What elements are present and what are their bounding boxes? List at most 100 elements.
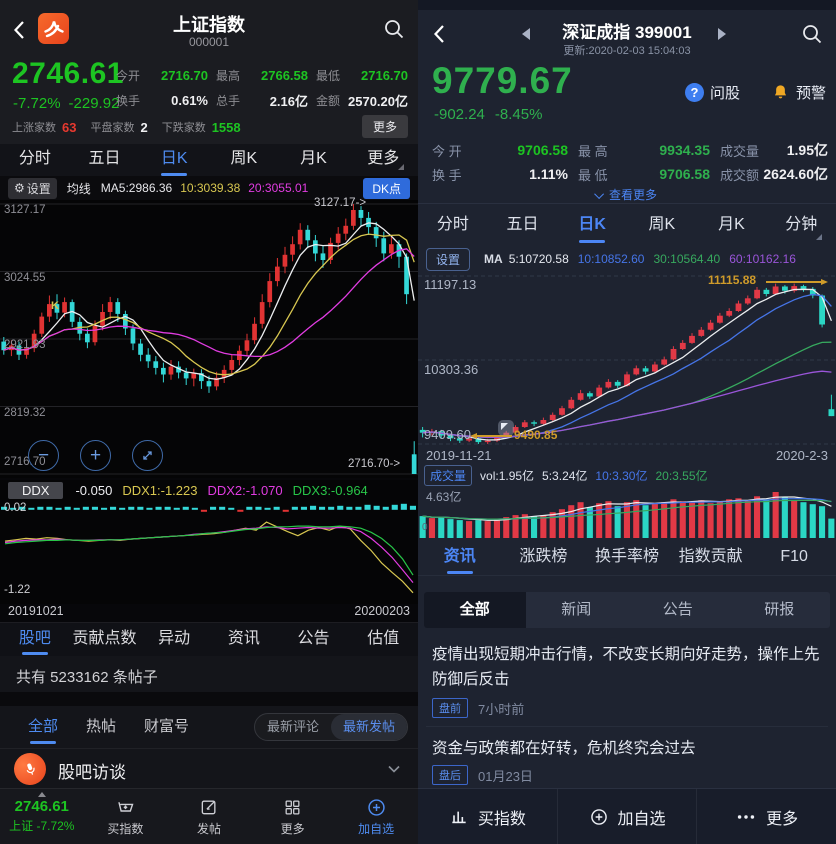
up-count-label: 上涨家数 [12, 122, 56, 134]
candlestick-chart[interactable]: 3127.17 3024.55 2921.93 2819.32 2716.70 … [0, 197, 418, 478]
settings-button[interactable]: 设置 [426, 247, 471, 271]
news-item-meta: 盘后 01月23日 [432, 765, 533, 785]
nav-more[interactable]: 更多 [696, 789, 836, 844]
ma-label: 均线 [66, 181, 91, 196]
tab-announcement[interactable]: 公告 [297, 630, 330, 647]
tab-more-periods[interactable]: 更多 [348, 144, 418, 176]
seg-research[interactable]: 研报 [764, 601, 795, 618]
tab-f10[interactable]: F10 [780, 548, 808, 565]
ddx-selector-button[interactable]: DDX [8, 481, 64, 499]
tab-weekly-k[interactable]: 周K [230, 150, 258, 167]
guba-interview-row[interactable]: 股吧访谈 [0, 748, 418, 790]
filter-hot[interactable]: 热帖 [86, 718, 117, 735]
tab-weekly-k[interactable]: 周K [648, 216, 676, 233]
microphone-icon [9, 748, 51, 790]
more-stats-button[interactable]: 更多 [361, 115, 408, 138]
panel-shanghai-index: 上证指数 000001 2746.61 -7.72% -229.92 今开 2716… [0, 0, 418, 844]
news-item-title[interactable]: 疫情出现短期冲击行情，不改变长期向好走势，操作上先防御后反击 [432, 646, 820, 688]
sort-latest-post[interactable]: 最新发帖 [330, 714, 407, 740]
ddx-indicator-bar: DDX -0.050 DDX1:-1.223 DDX2:-1.070 DDX3:… [0, 480, 418, 500]
stat-high: 最 高 9934.35 [578, 142, 710, 159]
back-icon[interactable] [8, 18, 32, 42]
peak-annotation: 11115.88 [708, 273, 757, 287]
eastmoney-logo-icon[interactable] [38, 13, 69, 44]
ddx1-value: DDX1:-1.223 [122, 482, 198, 498]
tab-gainers-losers[interactable]: 涨跌榜 [519, 548, 568, 565]
history-drag-icon[interactable] [498, 420, 514, 436]
ddx3-value: DDX3:-0.964 [292, 482, 368, 498]
nav-index-quote[interactable]: 2746.61 上证 -7.72% [0, 789, 84, 844]
y-axis-label: 11197.13 [424, 277, 477, 292]
ma5-value: MA5:2986.36 [100, 181, 173, 195]
candlestick-chart[interactable]: 11197.13 10303.36 9409.60 11115.88 9490.… [418, 272, 836, 448]
nav-buy-index[interactable]: 买指数 [418, 789, 557, 844]
tab-minute[interactable]: 分钟 [766, 206, 836, 246]
seg-announcement[interactable]: 公告 [662, 601, 693, 618]
x-axis-dates: 20191021 20200203 [0, 604, 418, 621]
dk-point-button[interactable]: DK点 [363, 178, 410, 199]
tab-monthly-k[interactable]: 月K [300, 150, 327, 167]
current-price: 9779.67 [432, 60, 573, 101]
zoom-in-button[interactable]: + [80, 440, 111, 471]
filter-caifuhao[interactable]: 财富号 [144, 718, 190, 735]
ask-stock-button[interactable]: ? 问股 [684, 82, 740, 103]
settings-button[interactable]: ⚙ 设置 [8, 177, 57, 199]
stat-high: 最高 2766.58 [216, 68, 308, 83]
tab-fenshi[interactable]: 分时 [436, 216, 469, 233]
expand-chart-button[interactable] [132, 440, 163, 471]
news-timestamp: 7小时前 [478, 701, 525, 717]
volume-max-label: 4.63亿 [426, 490, 462, 504]
tab-guba[interactable]: 股吧 [0, 623, 70, 656]
bell-icon [771, 83, 790, 102]
ddx-top-label: 0.02 [4, 502, 27, 514]
volume-selector-button[interactable]: 成交量 [424, 464, 473, 486]
current-price: 2746.61 [12, 57, 124, 90]
seg-all[interactable]: 全部 [424, 592, 526, 628]
ma20-value: 20:3055.01 [248, 181, 309, 195]
news-item-title[interactable]: 资金与政策都在好转，危机终究会过去 [432, 740, 696, 757]
stat-turnover: 换 手 1.11% [432, 166, 568, 183]
tab-daily-k[interactable]: 日K [139, 144, 209, 176]
tab-wuri[interactable]: 五日 [88, 150, 121, 167]
tab-movement[interactable]: 异动 [158, 630, 191, 647]
nav-add-watchlist[interactable]: 加自选 [556, 789, 697, 844]
tab-monthly-k[interactable]: 月K [718, 216, 745, 233]
tab-contribution[interactable]: 贡献点数 [72, 630, 137, 647]
nav-add-watchlist[interactable]: 加自选 [334, 789, 418, 844]
zoom-out-button[interactable]: − [28, 440, 59, 471]
seg-news[interactable]: 新闻 [561, 601, 592, 618]
chevron-down-icon[interactable] [384, 759, 404, 779]
down-count: 1558 [211, 119, 241, 135]
tab-valuation[interactable]: 估值 [367, 630, 400, 647]
filter-all[interactable]: 全部 [28, 708, 58, 746]
sort-latest-comment[interactable]: 最新评论 [266, 719, 319, 734]
tab-fenshi[interactable]: 分时 [18, 150, 51, 167]
high-annotation: 3127.17-> [314, 197, 367, 209]
back-icon[interactable] [428, 22, 452, 46]
tab-wuri[interactable]: 五日 [506, 216, 539, 233]
search-icon[interactable] [800, 22, 824, 46]
price-change: -902.24 -8.45% [434, 106, 552, 123]
view-more-link[interactable]: 查看更多 [418, 186, 836, 203]
tab-news[interactable]: 资讯 [227, 630, 260, 647]
tab-turnover-rank[interactable]: 换手率榜 [594, 548, 659, 565]
next-stock-icon[interactable] [718, 28, 726, 40]
stat-low: 最 低 9706.58 [578, 166, 710, 183]
ma10-value: 10:3039.38 [180, 181, 241, 195]
nav-buy-index[interactable]: 买指数 [84, 789, 168, 844]
status-bar-strip [418, 0, 836, 10]
date-end: 20200203 [354, 604, 410, 618]
prev-stock-icon[interactable] [522, 28, 530, 40]
ddx-chart[interactable]: 0.02 -1.22 [0, 500, 418, 604]
price-alert-button[interactable]: 预警 [771, 82, 826, 103]
tab-index-contribution[interactable]: 指数贡献 [678, 548, 743, 565]
volume-chart[interactable]: 4.63亿 0 [418, 486, 836, 538]
nav-more[interactable]: 更多 [251, 789, 335, 844]
search-icon[interactable] [382, 17, 406, 41]
vol-ma20: 20:3.55亿 [655, 468, 708, 483]
tab-news[interactable]: 资讯 [418, 540, 502, 575]
ma60-value: 60:10162.16 [729, 252, 796, 266]
tab-daily-k[interactable]: 日K [557, 206, 627, 246]
nav-post[interactable]: 发帖 [167, 789, 251, 844]
y-axis-label: 2921.93 [4, 339, 46, 351]
